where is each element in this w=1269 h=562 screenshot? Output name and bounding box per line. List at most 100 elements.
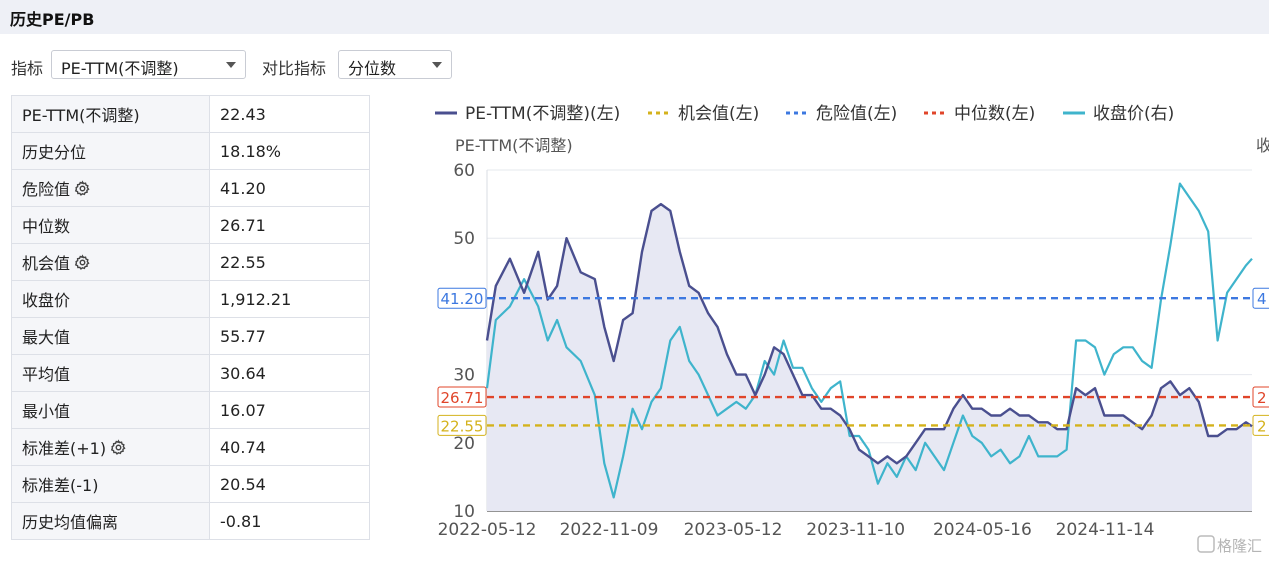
x-tick-label: 2024-11-14 [1056, 520, 1155, 540]
stats-value: 30.64 [209, 354, 370, 392]
legend-label: PE-TTM(不调整)(左) [465, 104, 620, 124]
stats-value: 41.20 [209, 169, 370, 207]
compare-select[interactable]: 分位数 [338, 50, 452, 79]
reference-label-box-right [1252, 287, 1269, 309]
reference-label-box [437, 414, 487, 436]
gear-icon[interactable] [74, 253, 91, 275]
controls-bar: 指标 PE-TTM(不调整) 对比指标 分位数 [0, 50, 600, 82]
reference-label-box [437, 386, 487, 408]
section-header: 历史PE/PB [0, 0, 1269, 34]
stats-value: -0.81 [209, 502, 370, 540]
stats-label: 历史均值偏离 [22, 513, 119, 532]
stats-value: 20.54 [209, 465, 370, 503]
close-price-line [485, 182, 1253, 499]
y-tick-label: 20 [453, 434, 475, 454]
legend-item: 中位数(左) [924, 104, 1035, 124]
legend-item: PE-TTM(不调整)(左) [435, 104, 620, 124]
stats-label-cell: PE-TTM(不调整) [11, 95, 210, 133]
stats-label-cell: 平均值 [11, 354, 210, 392]
watermark-logo [1197, 535, 1215, 553]
stats-row: 最大值 55.77 [11, 317, 370, 355]
y-tick-label: 10 [453, 502, 475, 522]
stats-label-cell: 机会值 [11, 243, 210, 281]
legend-item: 收盘价(右) [1063, 104, 1174, 124]
x-tick-label: 2024-05-16 [933, 520, 1032, 540]
compare-label: 对比指标 [262, 59, 327, 78]
watermark-text: 格隆汇 [1217, 537, 1262, 555]
legend-label: 机会值(左) [678, 104, 759, 124]
y-axis-title: PE-TTM(不调整) [455, 136, 573, 155]
reference-label: 22.55 [441, 417, 484, 435]
stats-table: PE-TTM(不调整) 22.43 历史分位 18.18% 危险值 41.20 中位数 26.… [11, 95, 370, 540]
stats-label-cell: 收盘价 [11, 280, 210, 318]
stats-label: 历史分位 [22, 143, 87, 162]
y-tick-label: 50 [453, 229, 475, 249]
x-tick-label: 2022-11-09 [560, 520, 659, 540]
y-tick-label: 30 [453, 366, 475, 386]
x-tick-label: 2023-11-10 [806, 520, 905, 540]
stats-value: 16.07 [209, 391, 370, 429]
stats-value: 1,912.21 [209, 280, 370, 318]
stats-value: 18.18% [209, 132, 370, 170]
stats-value: 26.71 [209, 206, 370, 244]
right-axis-title: 收 [1256, 136, 1269, 155]
stats-row: 标准差(-1) 20.54 [11, 465, 370, 503]
reference-label-right: 2 [1257, 389, 1267, 407]
reference-label: 26.71 [441, 389, 484, 407]
stats-value: 55.77 [209, 317, 370, 355]
reference-label-box-right [1252, 414, 1269, 436]
stats-row: 机会值 22.55 [11, 243, 370, 281]
stats-label: 平均值 [22, 365, 71, 384]
watermark: 格隆汇 [1197, 535, 1262, 555]
legend-item: 机会值(左) [648, 104, 759, 124]
reference-label-box-right [1252, 386, 1269, 408]
stats-label: 标准差(+1) [22, 438, 107, 458]
reference-label-box [437, 287, 487, 309]
gear-icon[interactable] [110, 438, 127, 460]
stats-label-cell: 最小值 [11, 391, 210, 429]
chevron-down-icon [432, 62, 442, 68]
stats-label: 最小值 [22, 402, 71, 421]
stats-label: 收盘价 [22, 291, 71, 310]
stats-row: PE-TTM(不调整) 22.43 [11, 95, 370, 133]
stats-value: 22.55 [209, 243, 370, 281]
pe-area [487, 204, 1252, 511]
section-title: 历史PE/PB [10, 10, 95, 29]
metric-select-value: PE-TTM(不调整) [61, 59, 179, 78]
stats-row: 标准差(+1) 40.74 [11, 428, 370, 466]
stats-label: PE-TTM(不调整) [22, 106, 140, 125]
stats-row: 平均值 30.64 [11, 354, 370, 392]
metric-label: 指标 [11, 59, 44, 78]
stats-label-cell: 标准差(-1) [11, 465, 210, 503]
stats-row: 历史均值偏离 -0.81 [11, 502, 370, 540]
stats-row: 中位数 26.71 [11, 206, 370, 244]
legend-label: 中位数(左) [954, 104, 1035, 124]
legend-item: 危险值(左) [786, 104, 897, 124]
stats-value: 22.43 [209, 95, 370, 133]
metric-select[interactable]: PE-TTM(不调整) [51, 50, 246, 79]
x-tick-label: 2022-05-12 [438, 520, 537, 540]
stats-label: 中位数 [22, 217, 71, 236]
pe-line [485, 202, 1253, 465]
x-tick-label: 2023-05-12 [684, 520, 783, 540]
legend-label: 危险值(左) [816, 104, 897, 124]
pe-history-chart: 10 20 30 50 60 2022-05-12 2022-11-09 2023-05-12… [435, 104, 1269, 555]
gear-icon[interactable] [74, 179, 91, 201]
stats-label: 机会值 [22, 253, 71, 273]
compare-select-value: 分位数 [348, 59, 397, 78]
stats-label-cell: 历史均值偏离 [11, 502, 210, 540]
y-tick-label: 60 [453, 161, 475, 181]
stats-label-cell: 标准差(+1) [11, 428, 210, 466]
legend-label: 收盘价(右) [1093, 104, 1174, 124]
reference-label: 41.20 [441, 290, 484, 308]
stats-row: 最小值 16.07 [11, 391, 370, 429]
stats-label: 危险值 [22, 179, 71, 199]
stats-label-cell: 危险值 [11, 169, 210, 207]
reference-label-right: 2 [1257, 417, 1267, 435]
reference-label-right: 4 [1257, 290, 1267, 308]
stats-value: 40.74 [209, 428, 370, 466]
stats-label: 最大值 [22, 328, 71, 347]
stats-label-cell: 中位数 [11, 206, 210, 244]
stats-label-cell: 最大值 [11, 317, 210, 355]
chevron-down-icon [226, 62, 236, 68]
